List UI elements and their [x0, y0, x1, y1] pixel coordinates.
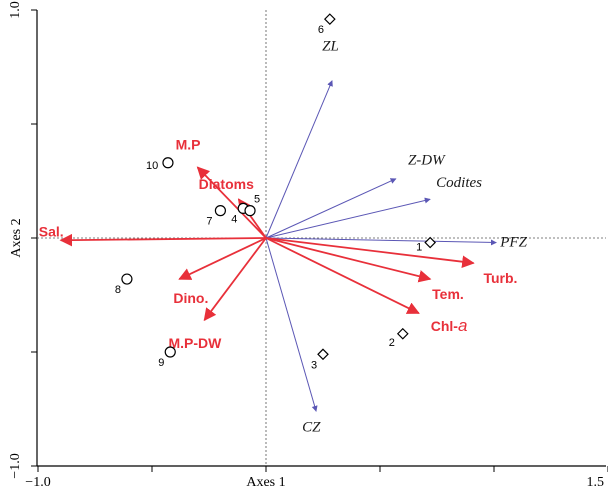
site-marker-8 [121, 273, 133, 285]
x-tick-label: −1.0 [25, 475, 50, 490]
species-label-codites: Codites [436, 175, 482, 191]
species-label-cz: CZ [302, 419, 321, 435]
site-marker-3 [317, 348, 329, 361]
x-axis-label: Axes 1 [246, 475, 285, 490]
site-label-6: 6 [318, 24, 324, 36]
y-tick-label: −1.0 [8, 453, 23, 478]
env-vector-mpdw [203, 237, 267, 322]
site-label-7: 7 [206, 216, 212, 228]
env-vector-dino [178, 237, 267, 280]
species-vectors: ZL Z-DW Codites PFZ CZ [265, 39, 528, 435]
site-points: 1 2 3 4 5 6 7 8 9 10 [115, 13, 437, 371]
env-label-tem: Tem. [432, 286, 464, 302]
axis-ticks [31, 9, 608, 472]
env-label-diatoms: Diatoms [199, 176, 254, 192]
env-vector-chl [265, 237, 420, 315]
site-label-8: 8 [115, 284, 121, 296]
site-marker-2 [396, 327, 409, 340]
site-marker-9 [164, 346, 176, 358]
site-marker-1 [424, 236, 437, 249]
env-label-sal: Sal. [39, 223, 64, 239]
site-label-2: 2 [389, 337, 395, 349]
env-label-chl: Chl-a [431, 316, 468, 335]
species-label-pfz: PFZ [499, 235, 527, 251]
environmental-vectors: Sal. M.P Diatoms Dino. M.P-DW Tem. Turb. Chl-a [39, 136, 518, 351]
env-label-dino: Dino. [173, 290, 208, 306]
species-vector-pfz [265, 237, 497, 246]
site-label-3: 3 [311, 359, 317, 371]
env-label-mpdw: M.P-DW [168, 335, 222, 351]
species-vector-cz [265, 237, 318, 412]
env-vector-sal [59, 233, 267, 247]
site-marker-6 [323, 13, 336, 25]
species-vector-zdw [265, 178, 397, 239]
env-label-mp: M.P [176, 136, 201, 152]
site-marker-5 [244, 205, 256, 217]
species-label-zdw: Z-DW [408, 153, 446, 169]
site-label-1: 1 [416, 242, 422, 254]
env-vector-turb [265, 237, 475, 268]
x-tick-label: 1.5 [587, 475, 605, 490]
site-label-4: 4 [231, 213, 237, 225]
y-tick-label: 1.0 [8, 1, 23, 19]
species-vector-zl [265, 80, 333, 239]
site-label-9: 9 [158, 357, 164, 369]
site-marker-10 [162, 157, 174, 169]
species-vector-codites [265, 197, 431, 239]
axis-tick-labels: −1.0 1.5 1.0 −1.0 [8, 1, 604, 490]
env-vector-mp [196, 166, 267, 239]
env-vector-tem [265, 237, 432, 283]
y-axis-label: Axes 2 [9, 218, 24, 257]
site-label-5: 5 [254, 194, 260, 206]
env-label-turb: Turb. [483, 270, 517, 286]
site-label-10: 10 [146, 160, 158, 172]
site-marker-7 [214, 205, 226, 217]
species-label-zl: ZL [322, 39, 339, 55]
